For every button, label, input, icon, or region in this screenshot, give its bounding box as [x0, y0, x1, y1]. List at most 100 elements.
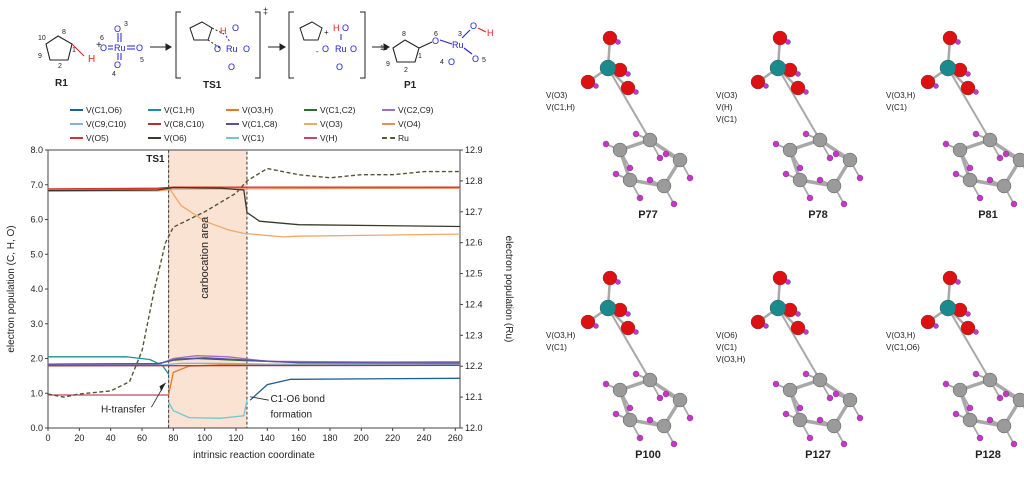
hydrogen-atom [952, 170, 960, 178]
oxygen-atom [580, 74, 596, 90]
atom-num-1: 1 [72, 47, 76, 54]
hydrogen-atom [785, 39, 791, 45]
legend-label: V(C1,C2) [320, 105, 356, 115]
p1-num-8: 8 [402, 31, 406, 38]
hydrogen-atom [955, 39, 961, 45]
intermediate-o-left: O [322, 44, 329, 54]
arrow-2 [268, 43, 286, 51]
legend-label: V(H) [320, 133, 338, 143]
legend-swatch [382, 123, 395, 125]
hydrogen-atom [612, 410, 620, 418]
hydrogen-atom [856, 174, 864, 182]
carbon-atom [782, 382, 798, 398]
legend-item-v-o3: V(O3) [304, 117, 382, 131]
oxygen-atom [580, 314, 596, 330]
legend-item-v-c1: V(C1) [226, 131, 304, 145]
hydrogen-atom [952, 410, 960, 418]
carbon-atom [1012, 152, 1024, 168]
molecule-p128: V(O3,H) V(C1,O6) P128 [886, 270, 1024, 461]
oxygen-atom [920, 314, 936, 330]
ts1-o-top: O [232, 23, 239, 33]
legend-label: V(C8,C10) [164, 119, 205, 129]
legend-label: Ru [398, 133, 409, 143]
molecule-label: P77 [638, 209, 658, 221]
hydrogen-atom [772, 380, 780, 388]
p1-num-5: 5 [482, 57, 486, 64]
carbon-atom [996, 178, 1012, 194]
carbon-atom [842, 152, 858, 168]
molecule-annotation: V(O3,H) [716, 355, 746, 364]
hydrogen-atom [795, 311, 801, 317]
series-v-o6 [47, 186, 461, 228]
y-left-tick-label: 6.0 [30, 215, 43, 225]
ruthenium-atom [769, 59, 787, 77]
legend-item-v-o4: V(O4) [382, 117, 460, 131]
x-tick-label: 220 [385, 433, 400, 443]
carbon-atom [962, 172, 978, 188]
x-tick-label: 240 [416, 433, 431, 443]
carbon-atom [656, 418, 672, 434]
carbon-atom [826, 418, 842, 434]
hydrogen-atom [973, 329, 979, 335]
h-transfer-annotation: H-transfer [101, 404, 146, 415]
oxygen-atom [920, 74, 936, 90]
carbocation-area [168, 149, 248, 429]
intermediate-o-bottom: O [336, 62, 343, 72]
hydrogen-atom [802, 370, 810, 378]
plot-frame [47, 149, 461, 429]
hydrogen-atom [803, 329, 809, 335]
y-right-tick-label: 12.6 [465, 238, 483, 248]
ruthenium-atom [599, 299, 617, 317]
hydrogen-atom [686, 414, 694, 422]
p1-num-3: 3 [458, 31, 462, 38]
molecule-annotation: V(O3) [716, 91, 738, 100]
y-right-tick-label: 12.2 [465, 361, 483, 371]
intermediate-structure [288, 11, 366, 79]
y-left-tick-label: 8.0 [30, 145, 43, 155]
ts1-dagger: ‡ [263, 6, 268, 16]
legend-item-v-o5: V(O5) [70, 131, 148, 145]
hydrogen-atom [633, 89, 639, 95]
legend-item-ru: Ru [382, 131, 460, 145]
carbon-atom [982, 132, 998, 148]
hydrogen-atom [972, 130, 980, 138]
hydrogen-atom [832, 390, 840, 398]
hydrogen-atom [816, 176, 824, 184]
legend-label: V(C1) [242, 133, 265, 143]
legend-swatch [70, 137, 83, 139]
molecule-annotation: V(O3,H) [886, 331, 916, 340]
hydrogen-atom [782, 170, 790, 178]
ts1-structure [175, 11, 261, 79]
hydrogen-atom [626, 164, 634, 172]
molecule-annotation: V(O3,H) [546, 331, 576, 340]
carbon-atom [612, 382, 628, 398]
p1-num-1: 1 [418, 53, 422, 60]
molecule-label: P127 [805, 449, 831, 461]
ts1-o-left: O [214, 44, 221, 54]
intermediate-o-right: O [350, 44, 357, 54]
legend-label: V(C2,C9) [398, 105, 434, 115]
x-tick-label: 140 [260, 433, 275, 443]
hydrogen-atom [636, 434, 644, 442]
ruthenium-atom [769, 299, 787, 317]
hydrogen-atom [966, 404, 974, 412]
hydrogen-atom [972, 370, 980, 378]
legend-label: V(O6) [164, 133, 187, 143]
atom-num-8: 8 [62, 29, 66, 36]
y-left-tick-label: 2.0 [30, 354, 43, 364]
p1-num-4: 4 [440, 59, 444, 66]
hydrogen-atom [933, 323, 939, 329]
hydrogen-atom [662, 150, 670, 158]
legend-label: V(O3) [320, 119, 343, 129]
legend-swatch [70, 109, 83, 111]
series-v-c1 [168, 400, 248, 419]
arrow-3 [372, 43, 390, 51]
carbon-atom [812, 132, 828, 148]
p1-num-6: 6 [434, 31, 438, 38]
legend-item-v-c1-h: V(C1,H) [148, 103, 226, 117]
oxygen-atom [750, 314, 766, 330]
legend-label: V(C1,O6) [86, 105, 122, 115]
label-r1: R1 [55, 78, 68, 89]
molecule-annotation: V(C1) [716, 343, 737, 352]
ruthenium-atom [599, 59, 617, 77]
